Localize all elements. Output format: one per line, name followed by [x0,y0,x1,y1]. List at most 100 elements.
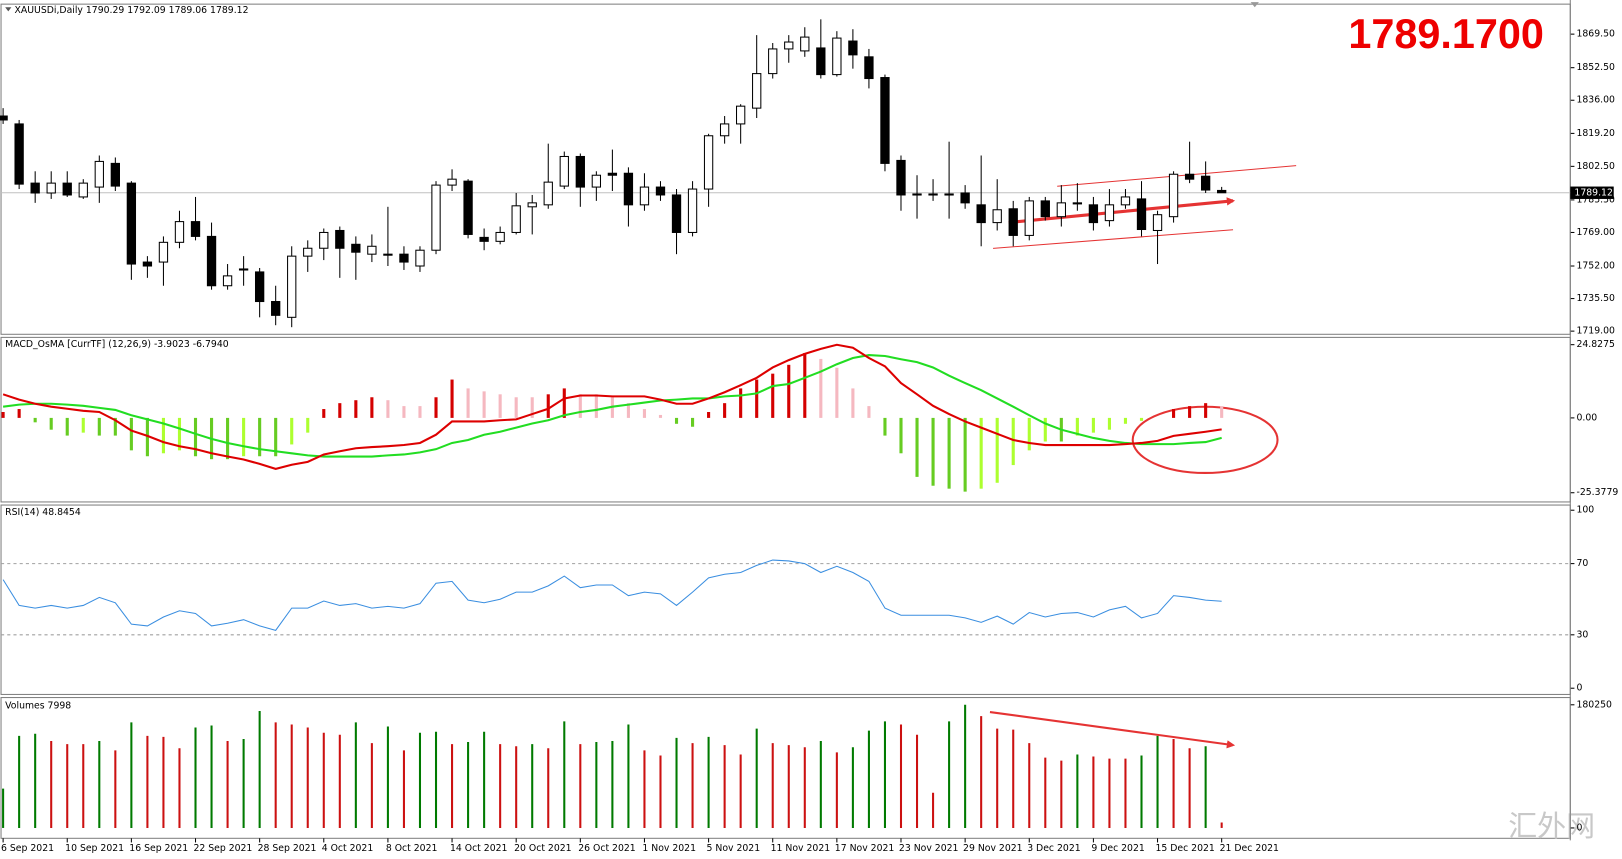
histogram-bar [402,406,406,418]
y-tick-label: 1785.50 [1576,194,1615,205]
y-tick-label: 0 [1576,683,1582,694]
histogram-bar [65,417,69,436]
candle-body [1024,200,1034,236]
candle-body [479,236,489,242]
histogram-bar [466,388,470,418]
candle-body [543,181,553,206]
x-tick-label: 1 Nov 2021 [642,843,696,854]
candle-body [703,135,714,190]
rsi-header: RSI(14) 48.8454 [5,507,81,518]
candle-body [527,202,537,208]
histogram-bar [306,417,310,433]
candle-body [190,221,201,237]
candle-body [1072,202,1083,205]
y-tick-label: 1735.50 [1576,293,1615,304]
histogram-bar [1139,417,1144,421]
histogram-bar [226,417,230,460]
candle-body [495,231,505,242]
histogram-bar [1172,409,1176,418]
candle-body [1008,208,1018,236]
candle-body [383,253,393,256]
candle-body [607,172,618,176]
candle-body [1168,173,1179,218]
price-annotation: 1789.1700 [1348,11,1544,57]
candle-body [367,245,377,255]
x-tick-label: 16 Sep 2021 [129,843,188,854]
histogram-bar [787,364,791,418]
candle-body [415,249,425,267]
scroll-marker [1250,2,1259,8]
histogram-bar [177,417,182,451]
histogram-bar [498,394,502,418]
histogram-bar [1107,417,1111,430]
channel-lower [993,229,1234,249]
x-tick-label: 23 Nov 2021 [899,843,959,854]
histogram-bar [963,417,967,492]
histogram-bar [578,394,582,418]
volume-arrow [989,711,1236,749]
y-tick-label: -25.3779 [1576,487,1618,498]
histogram-bar [129,417,133,451]
histogram-bar [290,417,294,445]
candle-body [303,247,313,257]
candle-body [1217,189,1227,194]
histogram-bar [530,397,534,418]
histogram-bar [803,353,807,418]
candle-body [912,193,922,196]
candle-body [864,56,874,80]
x-tick-label: 5 Nov 2021 [707,843,761,854]
current-price-box [1570,186,1614,199]
candle-body [1184,173,1195,180]
candle-body [832,37,842,76]
histogram-bar [1091,417,1095,433]
histogram-bar [691,417,695,427]
y-tick-label: 1719.00 [1576,326,1615,337]
histogram-bar [755,379,759,418]
x-tick-label: 15 Dec 2021 [1155,843,1214,854]
histogram-bar [1075,417,1079,436]
histogram-bar [370,397,374,418]
candle-body [1056,202,1066,218]
candle-body [928,193,938,196]
candle-body [287,255,297,318]
candle-body [719,123,730,137]
histogram-bar [947,417,951,489]
x-tick-label: 11 Nov 2021 [771,843,831,854]
candle-body [335,229,345,249]
y-tick-label: 24.8275 [1576,339,1615,350]
histogram-bar [1204,403,1208,418]
candle-body [222,275,233,287]
candle-body [174,221,185,243]
candle-body [319,231,329,249]
candle-body [447,178,457,186]
candle-body [784,41,794,50]
histogram-bar [482,391,486,418]
x-tick-label: 9 Dec 2021 [1091,843,1145,854]
x-tick-label: 3 Dec 2021 [1027,843,1081,854]
volume-header: Volumes 7998 [5,700,71,711]
candle-body [399,253,409,263]
y-tick-label: 1852.50 [1576,62,1615,73]
candle-body [254,271,265,303]
histogram-bar [1027,417,1031,451]
candle-body [944,193,954,196]
candle-body [142,261,153,267]
symbol-marker [5,7,12,12]
candle-body [1200,175,1211,191]
x-tick-label: 6 Sep 2021 [1,843,54,854]
current-price-label: 1789.12 [1574,187,1612,198]
x-tick-label: 20 Oct 2021 [514,843,572,854]
histogram-bar [258,417,262,457]
candle-body [1120,196,1131,206]
histogram-bar [739,388,743,418]
y-tick-label: 30 [1576,629,1588,640]
candle-body [238,268,249,271]
histogram-bar [145,417,149,457]
y-tick-label: 1836.00 [1576,95,1615,106]
histogram-bar [1011,417,1015,466]
candle-body [736,105,746,125]
candle-body [848,40,858,56]
candle-body [0,115,8,121]
